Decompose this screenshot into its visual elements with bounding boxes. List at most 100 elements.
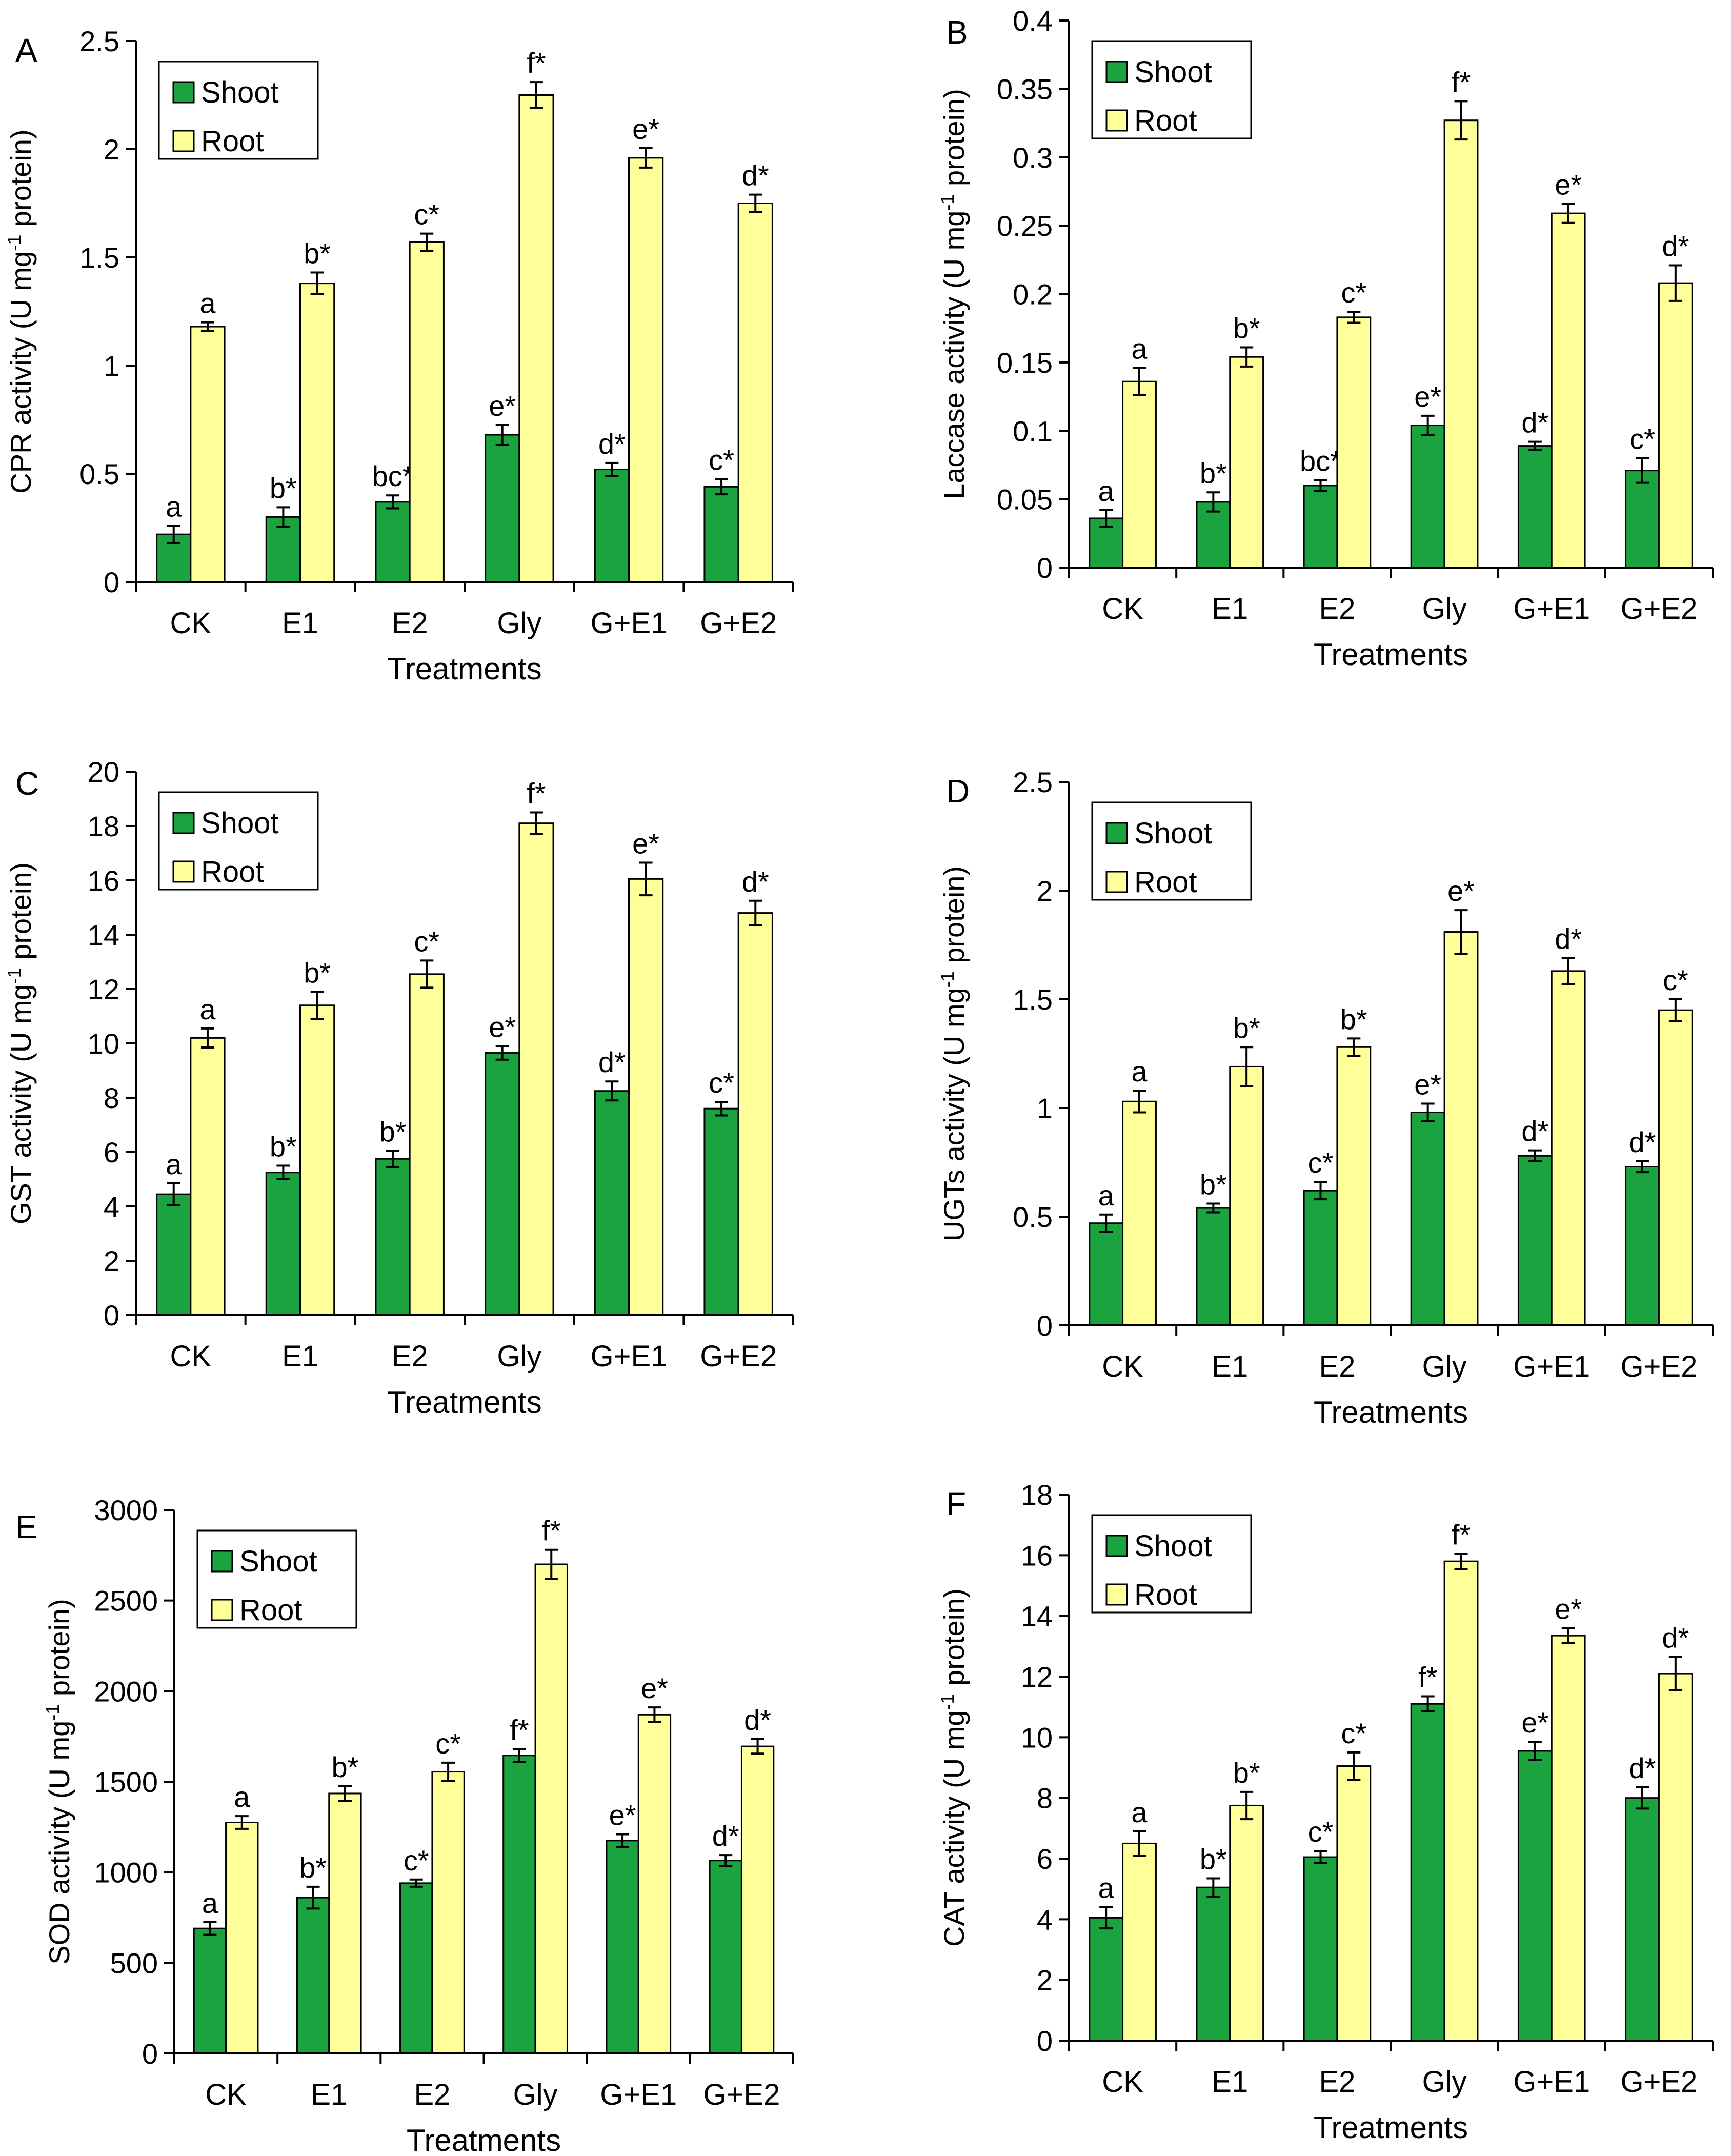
y-tick-label: 2000 xyxy=(94,1675,158,1707)
bar-shoot-gpluse2 xyxy=(703,1107,739,1316)
x-tick-label: Gly xyxy=(513,2078,558,2111)
significance-label-root: e* xyxy=(1447,875,1475,907)
y-tick-label: 1 xyxy=(1037,1092,1053,1124)
significance-label-root: a xyxy=(234,1781,250,1813)
significance-label-root: b* xyxy=(304,237,331,270)
x-tick-label: E1 xyxy=(1212,1350,1248,1383)
bar-root-gpluse1 xyxy=(1551,212,1586,569)
y-tick-label: 8 xyxy=(1037,1782,1053,1815)
y-tick-label: 10 xyxy=(88,1027,119,1060)
y-tick-label: 1000 xyxy=(94,1857,158,1889)
y-tick-label: 6 xyxy=(1037,1843,1053,1875)
significance-label-shoot: d* xyxy=(712,1820,739,1852)
bar-shoot-e2 xyxy=(375,501,411,583)
significance-label-shoot: a xyxy=(166,1148,182,1180)
x-tick-label: G+E2 xyxy=(703,2078,780,2111)
significance-label-root: d* xyxy=(1555,922,1582,955)
y-tick-label: 2.5 xyxy=(1013,766,1053,798)
y-tick-label: 0.05 xyxy=(997,483,1053,516)
bar-root-ck xyxy=(190,1037,226,1316)
chart-panel-e: Ea b* c* f* e* d* a b* c* f* e* d* 0 500 1000 1500 2000 2… xyxy=(15,1494,794,2156)
y-tick-label: 0.3 xyxy=(1013,142,1053,174)
x-axis-title: Treatments xyxy=(387,1385,541,1419)
x-tick-label: G+E1 xyxy=(591,607,668,640)
x-tick-label: E1 xyxy=(282,607,318,640)
x-tick-label: E1 xyxy=(1212,2065,1248,2099)
x-tick-label: G+E2 xyxy=(1620,592,1697,626)
legend-swatch-shoot xyxy=(172,812,195,834)
y-axis-title: Laccase activity (U mg-1 protein) xyxy=(937,89,970,499)
significance-label-root: e* xyxy=(632,828,659,860)
legend-label-root: Root xyxy=(239,1594,303,1627)
significance-label-root: a xyxy=(1131,333,1148,365)
significance-label-root: b* xyxy=(1340,1003,1367,1035)
bar-root-e1 xyxy=(1229,1804,1264,2042)
x-tick-label: G+E1 xyxy=(600,2078,677,2111)
x-tick-label: G+E2 xyxy=(700,1340,777,1373)
x-axis-title: Treatments xyxy=(1314,2110,1468,2145)
y-tick-label: 1.5 xyxy=(79,241,119,274)
x-tick-label: G+E2 xyxy=(700,607,777,640)
significance-label-shoot: a xyxy=(202,1887,218,1919)
y-tick-label: 0.2 xyxy=(1013,278,1053,311)
significance-label-root: d* xyxy=(1662,230,1689,262)
bar-root-gpluse2 xyxy=(737,203,773,583)
y-tick-label: 12 xyxy=(1021,1661,1053,1693)
y-tick-label: 20 xyxy=(88,756,119,788)
y-tick-label: 6 xyxy=(104,1136,119,1168)
significance-label-shoot: b* xyxy=(270,472,297,504)
y-axis-title: GST activity (U mg-1 protein) xyxy=(4,862,37,1224)
y-tick-label: 4 xyxy=(104,1191,119,1223)
y-tick-label: 0 xyxy=(1037,552,1053,584)
x-tick-label: E2 xyxy=(1319,592,1355,626)
significance-label-shoot: bc* xyxy=(1300,445,1341,477)
chart-panel-b: Ba b* bc* e* d* c* a b* c* f* e* d* 0 0.05 0.1 0.15 0.2 0… xyxy=(937,5,1714,672)
x-tick-label: CK xyxy=(1102,2065,1143,2099)
y-tick-label: 2500 xyxy=(94,1585,158,1617)
legend-label-shoot: Shoot xyxy=(1134,55,1212,89)
bar-root-e1 xyxy=(299,1004,335,1316)
legend-label-root: Root xyxy=(1134,865,1197,899)
x-tick-label: E2 xyxy=(414,2078,450,2111)
x-tick-label: G+E1 xyxy=(591,1340,668,1373)
legend-label-shoot: Shoot xyxy=(1134,1529,1212,1563)
bar-shoot-e1 xyxy=(1196,501,1231,569)
y-axis-title-superscript: -1 xyxy=(937,1694,958,1710)
y-tick-label: 0 xyxy=(104,1299,119,1332)
significance-label-root: b* xyxy=(1233,1012,1260,1044)
legend-swatch-root xyxy=(172,860,195,883)
bar-root-gly xyxy=(1443,931,1479,1326)
y-tick-label: 2 xyxy=(1037,875,1053,907)
y-tick-label: 2 xyxy=(1037,1964,1053,1997)
x-tick-label: E1 xyxy=(1212,592,1248,626)
y-tick-label: 14 xyxy=(1021,1600,1053,1633)
y-tick-label: 0 xyxy=(1037,1309,1053,1342)
bar-shoot-e1 xyxy=(265,1172,301,1316)
bar-root-gpluse1 xyxy=(637,1714,672,2054)
y-tick-label: 18 xyxy=(88,810,119,842)
y-tick-label: 4 xyxy=(1037,1903,1053,1936)
x-tick-label: CK xyxy=(1102,1350,1143,1383)
x-tick-label: E1 xyxy=(282,1340,318,1373)
bar-root-e1 xyxy=(328,1792,362,2054)
significance-label-shoot: c* xyxy=(1308,1816,1334,1848)
y-tick-label: 0.25 xyxy=(997,210,1053,242)
y-tick-label: 18 xyxy=(1021,1479,1053,1511)
bar-root-gpluse2 xyxy=(737,912,773,1316)
significance-label-shoot: d* xyxy=(1629,1126,1656,1158)
significance-label-root: e* xyxy=(1555,168,1582,200)
bar-shoot-gly xyxy=(485,1052,520,1316)
significance-label-shoot: b* xyxy=(1200,1843,1227,1875)
significance-label-shoot: d* xyxy=(1521,1115,1548,1147)
x-tick-label: CK xyxy=(1102,592,1143,626)
x-tick-label: G+E1 xyxy=(1513,1350,1590,1383)
x-tick-label: G+E2 xyxy=(1620,1350,1697,1383)
significance-label-root: f* xyxy=(542,1515,561,1547)
bar-root-gpluse1 xyxy=(628,878,664,1316)
bar-root-ck xyxy=(1122,1100,1157,1326)
y-axis-title-superscript: -1 xyxy=(937,971,958,988)
significance-label-root: a xyxy=(1131,1796,1148,1828)
x-tick-label: CK xyxy=(205,2078,247,2111)
bar-root-gpluse1 xyxy=(1551,1635,1586,2042)
x-axis-title: Treatments xyxy=(387,652,541,686)
